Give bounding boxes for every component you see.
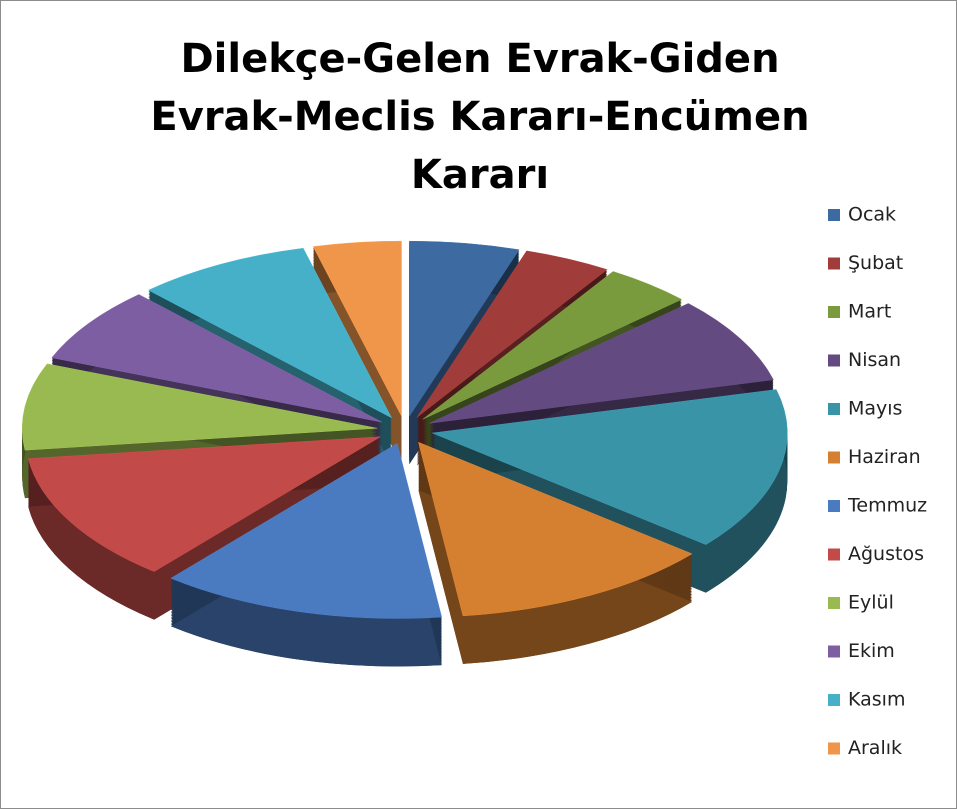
- legend-label: Ağustos: [848, 543, 924, 565]
- slice: [170, 443, 442, 619]
- legend-label: Şubat: [848, 252, 903, 274]
- legend-swatch: [828, 209, 840, 221]
- legend-swatch: [828, 597, 840, 609]
- slice: [431, 389, 788, 545]
- legend-label: Nisan: [848, 349, 901, 371]
- legend-label: Mayıs: [848, 398, 902, 420]
- legend-swatch: [828, 306, 840, 318]
- legend-label: Aralık: [848, 737, 902, 759]
- legend-swatch: [828, 257, 840, 270]
- legend-label: Kasım: [848, 689, 905, 711]
- slice: [429, 303, 774, 424]
- slice: [409, 240, 520, 418]
- legend-label: Ekim: [848, 640, 895, 662]
- legend-label: Eylül: [848, 592, 894, 614]
- legend-label: Haziran: [848, 446, 921, 468]
- slice: [21, 363, 378, 451]
- legend-swatch: [828, 742, 840, 755]
- slice: [422, 271, 683, 420]
- legend-swatch: [828, 403, 840, 415]
- slice: [51, 294, 382, 423]
- slice: [27, 436, 381, 572]
- legend-swatch: [828, 548, 840, 561]
- legend-swatch: [828, 694, 840, 706]
- legend-label: Temmuz: [847, 495, 927, 517]
- chart-title: Dilekçe-Gelen Evrak-Giden Evrak-Meclis K…: [150, 36, 810, 198]
- slice: [418, 441, 693, 617]
- legend-label: Ocak: [848, 204, 896, 226]
- slice: [147, 247, 393, 419]
- legend-swatch: [828, 500, 840, 512]
- legend-label: Mart: [848, 301, 891, 323]
- legend-swatch: [828, 451, 840, 464]
- legend-swatch: [828, 354, 840, 367]
- legend-swatch: [828, 645, 840, 658]
- slice: [312, 240, 402, 417]
- slice: [416, 250, 608, 418]
